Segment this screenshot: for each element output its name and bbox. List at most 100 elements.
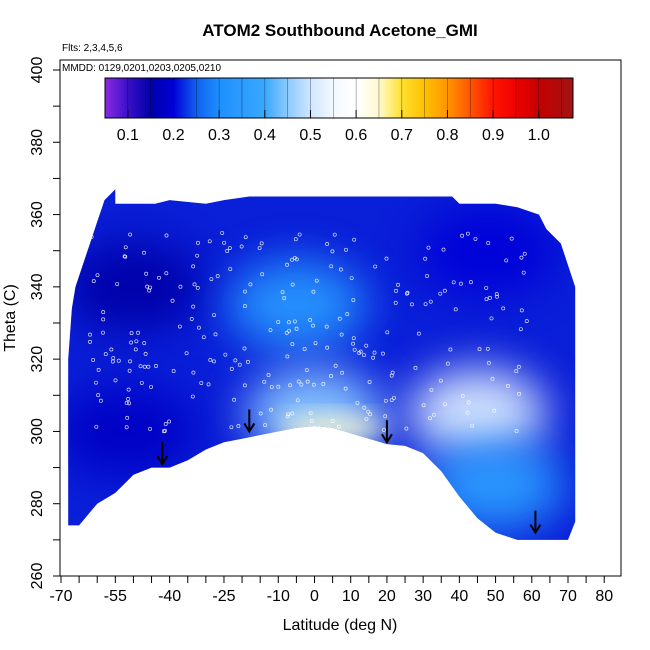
observation-point bbox=[302, 347, 307, 351]
observation-point bbox=[519, 255, 524, 260]
observation-point bbox=[171, 369, 176, 373]
observation-point bbox=[276, 384, 281, 389]
arrow-head bbox=[529, 524, 542, 535]
plot-frame bbox=[59, 59, 622, 577]
observation-point bbox=[451, 280, 456, 285]
observation-point bbox=[425, 273, 429, 278]
observation-point bbox=[123, 245, 128, 250]
observation-point bbox=[96, 393, 101, 398]
observation-point bbox=[349, 276, 354, 281]
observation-point bbox=[311, 289, 316, 294]
observation-point bbox=[149, 384, 153, 389]
observation-point bbox=[212, 313, 217, 318]
observation-point bbox=[242, 304, 247, 309]
observation-point bbox=[393, 300, 398, 305]
observation-point bbox=[445, 361, 450, 366]
observation-point bbox=[297, 232, 302, 237]
observation-point bbox=[290, 257, 294, 262]
observation-point bbox=[209, 277, 214, 281]
observation-point bbox=[225, 249, 230, 253]
observation-point bbox=[458, 281, 463, 286]
tropopause-arrow bbox=[156, 441, 169, 466]
observation-point bbox=[223, 352, 228, 357]
x-tick-label: 80 bbox=[595, 588, 613, 605]
observation-point bbox=[325, 345, 330, 350]
observation-point bbox=[305, 379, 310, 384]
observation-point bbox=[154, 364, 158, 368]
observation-point bbox=[367, 380, 372, 385]
concentration-region bbox=[68, 386, 197, 477]
observation-point bbox=[339, 332, 344, 337]
observation-point bbox=[518, 327, 523, 332]
observation-point bbox=[438, 291, 443, 296]
colorbar-ticks: 0.1 0.2 0.3 0.4 0.5 0.6 0.7 0.8 0.9 1.0 bbox=[117, 78, 562, 144]
observation-point bbox=[340, 370, 345, 375]
observation-point bbox=[389, 398, 394, 402]
observation-point bbox=[284, 330, 289, 335]
observation-point bbox=[416, 331, 421, 336]
x-tick-label: 40 bbox=[450, 588, 468, 605]
observation-point bbox=[192, 282, 197, 287]
observation-point bbox=[292, 319, 297, 324]
observation-point bbox=[197, 325, 201, 330]
observation-point bbox=[195, 253, 200, 258]
observation-point bbox=[213, 332, 218, 337]
observation-point bbox=[514, 429, 519, 434]
observation-point bbox=[332, 232, 337, 237]
observation-point bbox=[126, 387, 131, 392]
observation-point bbox=[343, 386, 348, 391]
observation-point bbox=[196, 240, 200, 245]
observation-point bbox=[212, 359, 216, 364]
flights-note: Flts: 2,3,4,5,6 bbox=[62, 43, 123, 54]
observation-point bbox=[477, 347, 482, 352]
observation-point bbox=[215, 274, 220, 279]
observation-point bbox=[285, 414, 290, 419]
observation-point bbox=[391, 395, 396, 400]
x-tick-label: 70 bbox=[559, 588, 577, 605]
observation-point bbox=[129, 331, 134, 336]
x-tick-label: -40 bbox=[158, 588, 181, 605]
observation-point bbox=[383, 414, 388, 419]
x-tick-label: 60 bbox=[523, 588, 541, 605]
observation-point bbox=[113, 378, 118, 383]
observation-point bbox=[293, 237, 298, 242]
observation-point bbox=[495, 294, 499, 299]
observation-point bbox=[147, 288, 152, 293]
observation-point bbox=[509, 236, 514, 241]
x-tick-label: 0 bbox=[310, 588, 319, 605]
observation-point bbox=[485, 346, 490, 351]
observation-point bbox=[287, 320, 291, 325]
observation-point bbox=[94, 424, 99, 429]
observation-point bbox=[206, 382, 211, 387]
observation-point bbox=[366, 409, 371, 414]
observation-point bbox=[487, 295, 492, 300]
x-tick-label: 20 bbox=[378, 588, 396, 605]
observation-point bbox=[237, 362, 242, 367]
observation-point bbox=[294, 257, 299, 262]
observation-point bbox=[423, 302, 428, 307]
y-tick-label: 320 bbox=[29, 346, 46, 373]
observation-point bbox=[357, 350, 361, 355]
observation-point bbox=[142, 250, 146, 255]
observation-point bbox=[314, 278, 319, 283]
observation-point bbox=[146, 364, 151, 369]
observation-point bbox=[276, 320, 281, 324]
observation-point bbox=[124, 425, 129, 430]
observation-point bbox=[460, 394, 465, 398]
observation-point bbox=[229, 425, 234, 430]
observation-point bbox=[380, 351, 385, 356]
observation-point bbox=[269, 407, 274, 412]
observation-point bbox=[351, 341, 355, 346]
observation-point bbox=[429, 387, 434, 392]
observation-point bbox=[94, 380, 98, 385]
observation-point bbox=[394, 288, 398, 293]
arrow-head bbox=[243, 422, 256, 434]
observation-point bbox=[133, 347, 138, 352]
observation-point bbox=[110, 359, 115, 364]
observation-point bbox=[229, 366, 234, 371]
observation-point bbox=[207, 239, 212, 244]
x-tick-label: -55 bbox=[104, 588, 127, 605]
observation-point bbox=[484, 285, 489, 290]
observation-point bbox=[101, 317, 106, 322]
observation-point bbox=[308, 318, 313, 322]
